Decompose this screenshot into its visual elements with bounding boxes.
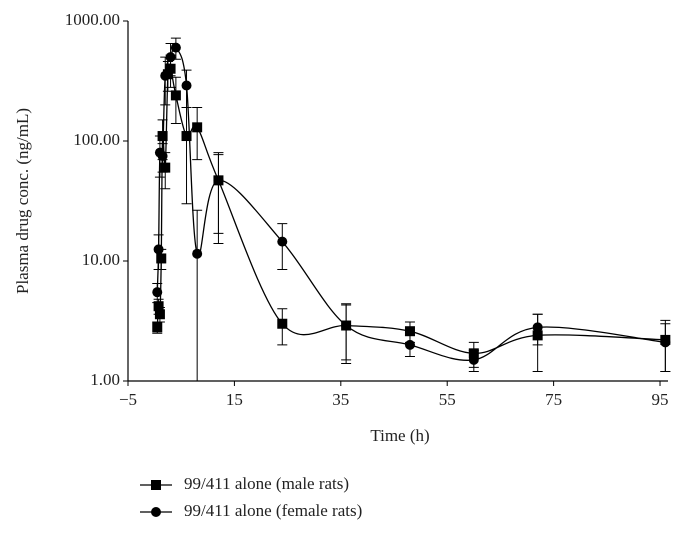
marker <box>341 320 352 331</box>
series-line <box>156 45 666 361</box>
marker <box>181 80 192 91</box>
y-tick-label: 1000.00 <box>65 10 120 29</box>
marker <box>165 52 176 63</box>
marker <box>192 248 203 259</box>
y-tick-label: 1.00 <box>90 370 120 389</box>
marker <box>154 309 165 320</box>
marker <box>160 162 171 173</box>
marker <box>213 175 224 186</box>
marker <box>152 287 163 298</box>
marker <box>157 150 168 161</box>
marker <box>404 339 415 350</box>
legend-label: 99/411 alone (male rats) <box>184 474 349 493</box>
x-axis-label: Time (h) <box>370 426 429 445</box>
marker <box>192 122 203 133</box>
legend-label: 99/411 alone (female rats) <box>184 501 362 520</box>
marker <box>532 322 543 333</box>
error-bar <box>192 209 203 382</box>
error-bar <box>213 154 224 234</box>
marker <box>468 354 479 365</box>
x-tick-label: 35 <box>332 390 349 409</box>
y-axis-label: Plasma drug conc. (ng/mL) <box>13 108 32 294</box>
error-bar <box>660 323 671 372</box>
error-bar <box>192 107 203 161</box>
marker <box>181 131 192 142</box>
y-tick-label: 10.00 <box>82 250 120 269</box>
error-bar <box>341 304 352 361</box>
x-tick-label: 75 <box>545 390 562 409</box>
legend-marker <box>151 507 161 517</box>
y-tick-label: 100.00 <box>73 130 120 149</box>
x-tick-label: −5 <box>119 390 137 409</box>
marker <box>277 236 288 247</box>
marker <box>170 90 181 101</box>
x-tick-label: 55 <box>439 390 456 409</box>
legend-marker <box>151 480 161 490</box>
marker <box>156 253 167 264</box>
marker <box>660 337 671 348</box>
marker <box>277 318 288 329</box>
marker <box>404 326 415 337</box>
series-line <box>156 63 666 354</box>
x-tick-label: 95 <box>652 390 669 409</box>
marker <box>160 70 171 81</box>
x-tick-label: 15 <box>226 390 243 409</box>
marker <box>153 301 164 312</box>
marker <box>152 322 163 333</box>
marker <box>170 42 181 53</box>
marker <box>153 244 164 255</box>
